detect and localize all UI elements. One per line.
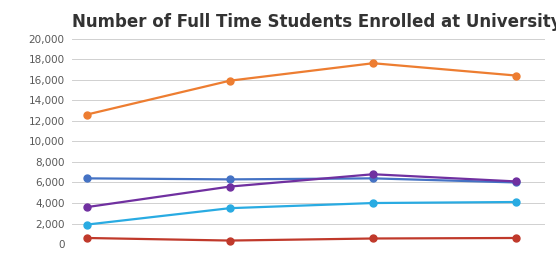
Text: Number of Full Time Students Enrolled at University: Number of Full Time Students Enrolled at… — [72, 13, 556, 31]
